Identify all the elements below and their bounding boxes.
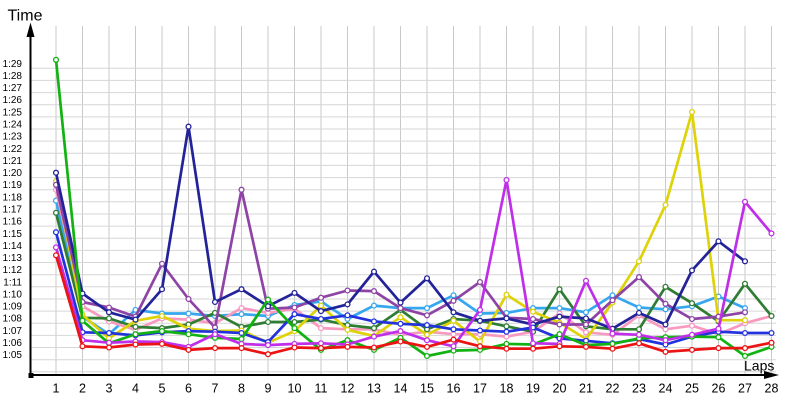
- svg-text:21: 21: [579, 382, 593, 396]
- svg-text:Time: Time: [8, 8, 43, 25]
- svg-text:1:06: 1:06: [3, 338, 23, 349]
- svg-text:19: 19: [526, 382, 540, 396]
- svg-text:1:20: 1:20: [3, 168, 23, 179]
- svg-text:1:13: 1:13: [3, 253, 23, 264]
- svg-text:1:12: 1:12: [3, 265, 23, 276]
- svg-text:27: 27: [738, 382, 752, 396]
- svg-text:1:24: 1:24: [3, 120, 23, 131]
- svg-text:1:25: 1:25: [3, 107, 23, 118]
- svg-text:7: 7: [212, 382, 219, 396]
- svg-text:25: 25: [685, 382, 699, 396]
- svg-text:17: 17: [473, 382, 487, 396]
- svg-text:1:09: 1:09: [3, 302, 23, 313]
- svg-text:1:10: 1:10: [3, 290, 23, 301]
- svg-text:2: 2: [79, 382, 86, 396]
- svg-text:14: 14: [394, 382, 408, 396]
- svg-text:1:22: 1:22: [3, 144, 23, 155]
- svg-text:1:28: 1:28: [3, 71, 23, 82]
- svg-text:16: 16: [447, 382, 461, 396]
- svg-text:20: 20: [553, 382, 567, 396]
- svg-text:22: 22: [606, 382, 620, 396]
- svg-text:4: 4: [132, 382, 139, 396]
- svg-text:6: 6: [185, 382, 192, 396]
- svg-text:1:27: 1:27: [3, 83, 23, 94]
- svg-text:1:15: 1:15: [3, 229, 23, 240]
- svg-text:28: 28: [765, 382, 779, 396]
- svg-text:15: 15: [420, 382, 434, 396]
- svg-text:8: 8: [238, 382, 245, 396]
- svg-text:1: 1: [53, 382, 60, 396]
- svg-text:Laps: Laps: [744, 358, 774, 374]
- svg-text:1:14: 1:14: [3, 241, 23, 252]
- svg-text:5: 5: [159, 382, 166, 396]
- svg-text:12: 12: [341, 382, 355, 396]
- svg-text:11: 11: [315, 382, 328, 396]
- svg-text:1:19: 1:19: [3, 180, 23, 191]
- svg-text:3: 3: [106, 382, 113, 396]
- svg-text:9: 9: [265, 382, 272, 396]
- svg-text:26: 26: [712, 382, 726, 396]
- svg-text:24: 24: [659, 382, 673, 396]
- svg-text:1:08: 1:08: [3, 314, 23, 325]
- svg-text:1:16: 1:16: [3, 217, 23, 228]
- svg-text:10: 10: [288, 382, 302, 396]
- svg-text:1:07: 1:07: [3, 326, 23, 337]
- svg-text:13: 13: [367, 382, 381, 396]
- svg-text:1:05: 1:05: [3, 350, 23, 361]
- svg-text:1:17: 1:17: [3, 205, 23, 216]
- svg-text:1:18: 1:18: [3, 192, 23, 203]
- svg-text:1:29: 1:29: [3, 59, 23, 70]
- svg-text:1:21: 1:21: [3, 156, 23, 167]
- svg-text:23: 23: [632, 382, 646, 396]
- svg-text:1:26: 1:26: [3, 95, 23, 106]
- svg-text:1:23: 1:23: [3, 132, 23, 143]
- svg-text:1:11: 1:11: [3, 277, 22, 288]
- svg-text:18: 18: [500, 382, 514, 396]
